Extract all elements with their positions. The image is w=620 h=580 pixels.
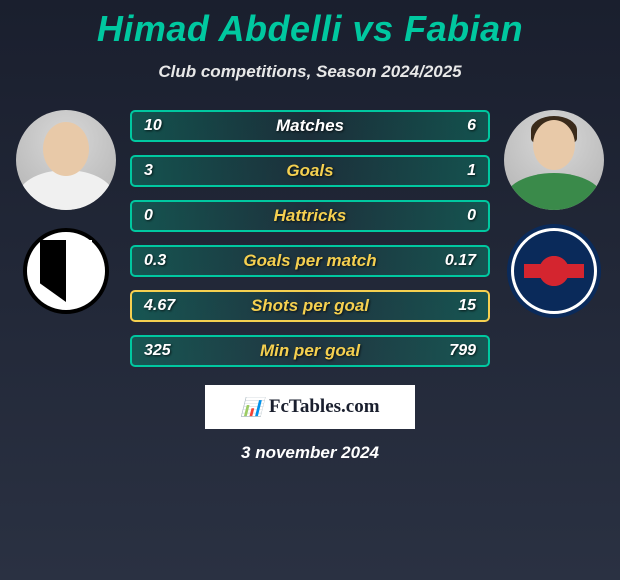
stat-label: Shots per goal [184, 296, 436, 316]
subtitle: Club competitions, Season 2024/2025 [0, 62, 620, 82]
stat-right-value: 0 [436, 207, 476, 225]
stat-label: Goals [184, 161, 436, 181]
right-player-column [494, 110, 614, 314]
stat-left-value: 4.67 [144, 297, 184, 315]
stat-label: Goals per match [184, 251, 436, 271]
branding-icon: 📊 [240, 397, 262, 418]
stat-row: 10Matches6 [130, 110, 490, 142]
stats-column: 10Matches63Goals10Hattricks00.3Goals per… [130, 110, 490, 367]
date-text: 3 november 2024 [0, 443, 620, 463]
comparison-row: 10Matches63Goals10Hattricks00.3Goals per… [0, 110, 620, 367]
stat-right-value: 1 [436, 162, 476, 180]
player-right-club-badge [511, 228, 597, 314]
stat-row: 4.67Shots per goal15 [130, 290, 490, 322]
page-title: Himad Abdelli vs Fabian [0, 0, 620, 50]
stat-left-value: 0.3 [144, 252, 184, 270]
stat-left-value: 325 [144, 342, 184, 360]
stat-right-value: 799 [436, 342, 476, 360]
branding-text: FcTables.com [269, 396, 380, 418]
left-player-column [6, 110, 126, 314]
stat-row: 0Hattricks0 [130, 200, 490, 232]
stat-label: Min per goal [184, 341, 436, 361]
stat-left-value: 10 [144, 117, 184, 135]
stat-row: 325Min per goal799 [130, 335, 490, 367]
stat-row: 3Goals1 [130, 155, 490, 187]
player-left-club-badge [23, 228, 109, 314]
stat-label: Matches [184, 116, 436, 136]
stat-right-value: 6 [436, 117, 476, 135]
stat-left-value: 3 [144, 162, 184, 180]
stat-right-value: 15 [436, 297, 476, 315]
stat-right-value: 0.17 [436, 252, 476, 270]
branding-badge: 📊 FcTables.com [205, 385, 415, 429]
player-right-photo [504, 110, 604, 210]
stat-left-value: 0 [144, 207, 184, 225]
stat-row: 0.3Goals per match0.17 [130, 245, 490, 277]
player-left-photo [16, 110, 116, 210]
stat-label: Hattricks [184, 206, 436, 226]
